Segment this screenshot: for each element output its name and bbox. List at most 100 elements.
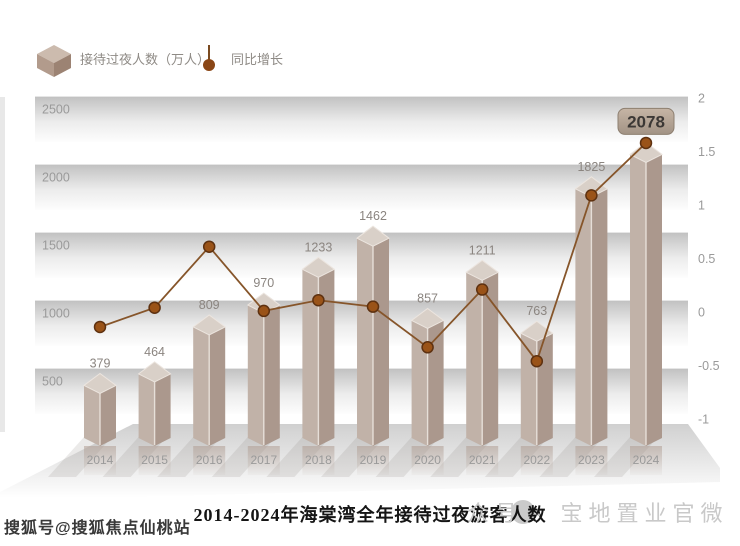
bar-left-face — [138, 373, 155, 446]
bar-right-face — [482, 272, 499, 446]
legend: 接待过夜人数（万人） 同比增长 — [37, 45, 283, 77]
year-label: 2016 — [196, 453, 223, 467]
bar-left-face — [357, 238, 373, 446]
bar-2016 — [192, 314, 227, 446]
year-label: 2017 — [250, 453, 277, 467]
left-wall-edge — [0, 97, 5, 432]
year-label: 2018 — [305, 453, 332, 467]
left-axis-tick-label: 1000 — [42, 307, 70, 321]
growth-dot-2014 — [93, 320, 107, 334]
bar-left-face — [575, 188, 592, 447]
growth-dot-2019 — [366, 300, 380, 313]
watermark-bottom-left: 搜狐号@搜狐焦点仙桃站 — [4, 518, 191, 537]
bar-reflections — [84, 446, 662, 475]
bar-value-label: 1211 — [469, 243, 496, 257]
bar-reflection — [411, 446, 444, 475]
bar-value-label: 379 — [90, 356, 111, 370]
right-axis-tick-label: 0 — [698, 306, 705, 320]
bar-2014 — [83, 372, 117, 446]
chart-title: 2014-2024年海棠湾全年接待过夜游客人数 — [194, 504, 547, 525]
bar-top-face — [410, 307, 445, 330]
bar-value-label: 1825 — [577, 160, 605, 174]
right-axis-tick-label: 0.5 — [698, 252, 715, 266]
growth-dot-2024 — [639, 136, 653, 150]
year-label: 2021 — [469, 453, 496, 467]
bar-right-face — [318, 269, 335, 446]
bar-left-face — [84, 385, 100, 446]
bar-top-face — [83, 372, 117, 395]
bar-2019 — [356, 225, 390, 446]
bar-2018 — [301, 256, 336, 446]
bar-reflection — [193, 446, 226, 475]
highlight-badge: 2078 — [617, 107, 675, 135]
growth-dot-2022 — [530, 354, 544, 368]
growth-dot-2017 — [257, 304, 271, 318]
bar-reflection — [630, 446, 662, 475]
bar-reflection — [357, 446, 389, 475]
bar-2020 — [410, 307, 445, 446]
bar-right-face — [209, 326, 226, 446]
bar-2017 — [246, 292, 281, 446]
bar-value-label: 763 — [526, 304, 547, 318]
left-axis-tick-label: 2000 — [42, 171, 70, 185]
bar-left-face — [630, 154, 646, 446]
bar-top-face — [301, 256, 336, 278]
bar-right-face — [646, 154, 662, 446]
left-axis-tick-label: 1500 — [42, 239, 70, 253]
x-axis-labels: 2014 2015 2016 2017 2018 2019 2020 2021 2022 2023… — [87, 453, 660, 467]
bar-top-face — [356, 225, 390, 247]
bar-left-face — [193, 326, 210, 446]
growth-dot-2020 — [421, 341, 434, 354]
bar-left-face — [247, 305, 264, 446]
bar-2015 — [137, 361, 172, 446]
growth-dot-2021 — [475, 283, 489, 296]
bar-right-face — [536, 333, 553, 446]
legend-bar-label: 接待过夜人数（万人） — [80, 52, 210, 67]
cube-icon — [37, 45, 71, 77]
bar-value-label: 970 — [253, 276, 274, 290]
bar-right-face — [154, 373, 171, 446]
bar-value-label: 1462 — [359, 209, 387, 223]
bar-right-face — [591, 188, 608, 447]
highlight-badge-value: 2078 — [627, 112, 665, 131]
right-axis-tick-label: 1.5 — [698, 145, 715, 159]
growth-dot-2016 — [202, 240, 216, 253]
bar-right-face — [263, 305, 280, 446]
growth-dot-2018 — [312, 293, 325, 307]
growth-dot-2023 — [585, 189, 598, 202]
left-axis-tick-label: 500 — [42, 375, 63, 389]
right-axis-tick-label: 1 — [698, 199, 705, 213]
lollipop-icon — [203, 45, 215, 71]
bar-left-face — [302, 269, 319, 446]
year-label: 2014 — [87, 453, 114, 467]
bar-reflection — [575, 446, 608, 475]
bar-left-face — [411, 320, 428, 446]
right-axis-tick-label: 2 — [698, 92, 705, 106]
watermark-logo-circle — [511, 500, 535, 524]
bar-value-label: 464 — [144, 345, 165, 359]
year-label: 2024 — [633, 453, 660, 467]
bar-reflection — [138, 446, 171, 475]
bar-reflection — [247, 446, 280, 475]
bar-right-face — [100, 385, 116, 446]
highlight-badge-box — [617, 107, 675, 135]
bars-group — [83, 141, 663, 447]
bar-2024 — [629, 141, 663, 446]
bar-top-face — [192, 314, 227, 336]
bar-value-label: 1233 — [304, 240, 332, 254]
bar-value-label: 857 — [417, 291, 438, 305]
bar-top-face — [629, 141, 663, 163]
value-labels: 379 464 809 970 1233 1462 857 1211 763 1825 2078 — [90, 107, 675, 370]
right-axis-tick-label: -1 — [698, 413, 709, 427]
year-label: 2020 — [414, 453, 441, 467]
watermark-right: 众号 · 宝地置业官微 — [467, 501, 729, 526]
right-axis-tick-label: -0.5 — [698, 359, 720, 373]
bar-right-face — [373, 238, 389, 446]
line-series — [93, 136, 653, 368]
bar-top-face — [465, 259, 500, 281]
growth-dot-2015 — [148, 301, 161, 314]
bar-reflection — [302, 446, 335, 475]
grid-band — [35, 97, 688, 142]
bar-reflection — [520, 446, 553, 475]
